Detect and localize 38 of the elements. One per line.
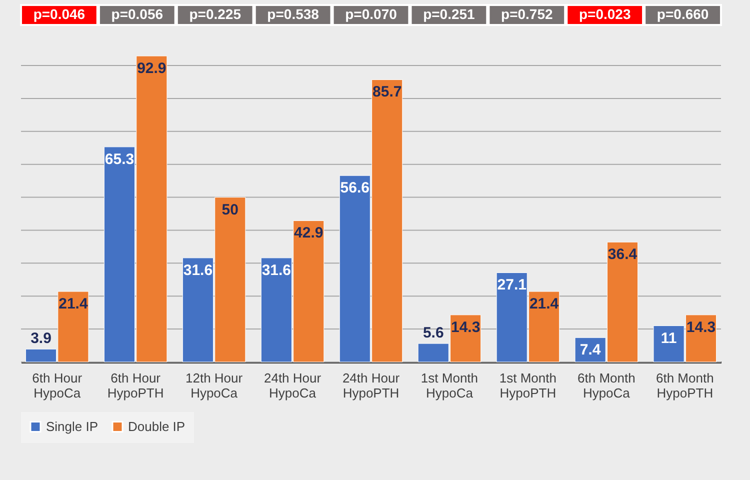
x-tick-label: 6th Hour HypoPTH: [107, 370, 164, 400]
x-tick-label: 1st Month HypoPTH: [499, 370, 556, 400]
data-label: 31.6: [183, 262, 213, 279]
data-label: 27.1: [497, 276, 526, 294]
text: p=0.251: [423, 6, 476, 22]
data-label: 11: [660, 330, 677, 347]
data-label: 50: [222, 201, 238, 218]
x-tick-label: 6th Month HypoCa: [578, 370, 636, 400]
x-tick-label: 12th Hour HypoCa: [186, 370, 244, 400]
data-label: 85.7: [372, 84, 402, 101]
data-label: 3.9: [30, 330, 52, 348]
data-label: 5.6: [422, 324, 444, 342]
text: p=0.046: [33, 6, 86, 22]
legend-label: Double IP: [128, 418, 186, 434]
data-label: 14.3: [450, 318, 480, 336]
data-label: 92.9: [137, 60, 166, 77]
data-label: 14.3: [686, 318, 716, 336]
x-tick-label: 24th Hour HypoPTH: [342, 370, 400, 400]
data-label: 56.6: [340, 180, 370, 197]
data-label: 31.6: [262, 262, 292, 279]
text: p=0.070: [345, 6, 398, 22]
data-label: 36.4: [608, 246, 638, 264]
data-label: 21.4: [529, 296, 560, 313]
data-label: 21.4: [58, 296, 88, 313]
text: p=0.056: [111, 6, 164, 22]
data-label: 65.3: [104, 150, 134, 168]
data-label: 7.4: [580, 342, 602, 359]
legend-label: Single IP: [46, 418, 98, 434]
x-tick-label: 1st Month HypoCa: [420, 370, 478, 400]
text: p=0.023: [578, 6, 631, 22]
x-tick-label: 6th Hour HypoCa: [32, 370, 83, 400]
text: p=0.660: [656, 6, 709, 22]
x-tick-label: 24th Hour HypoCa: [264, 370, 322, 400]
data-label: 42.9: [294, 224, 324, 242]
x-tick-label: 6th Month HypoPTH: [656, 370, 714, 400]
text: p=0.225: [189, 6, 242, 22]
text: p=0.538: [267, 6, 320, 22]
text: p=0.752: [501, 6, 553, 22]
